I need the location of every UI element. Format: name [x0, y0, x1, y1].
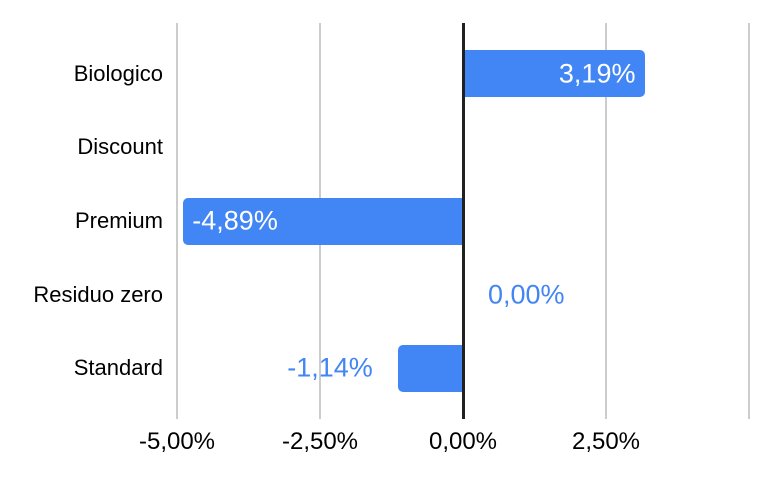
bar [183, 197, 463, 245]
category-label: Standard [73, 355, 163, 381]
value-label: 0,00% [488, 279, 565, 310]
zero-axis-line [461, 23, 465, 419]
category-label: Discount [77, 134, 163, 160]
gridline [176, 23, 178, 419]
category-label: Residuo zero [33, 281, 163, 307]
x-tick-label: 0,00% [428, 428, 498, 455]
x-tick-label: -5,00% [138, 428, 216, 455]
x-tick-label: -2,50% [281, 428, 359, 455]
bar [397, 344, 463, 392]
value-label: -4,89% [192, 205, 278, 236]
bar [463, 50, 646, 98]
gridline [748, 23, 750, 419]
gridline [605, 23, 607, 419]
category-label: Biologico [73, 60, 163, 86]
value-label: -1,14% [287, 352, 373, 383]
category-label: Premium [74, 208, 163, 233]
x-tick-label: 2,50% [571, 428, 641, 455]
value-label: 3,19% [558, 58, 636, 89]
